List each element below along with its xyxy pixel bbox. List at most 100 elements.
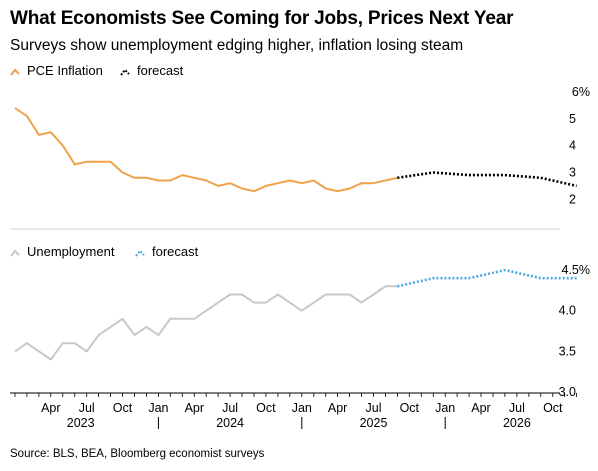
unemployment-point — [109, 326, 111, 328]
unemployment-point — [50, 358, 52, 360]
x-year-label: 2023 — [67, 416, 95, 430]
pce-point — [86, 161, 88, 163]
x-tick-label: Oct — [113, 401, 133, 415]
pce-point — [97, 161, 99, 163]
unemployment-point — [336, 293, 338, 295]
unemployment-point — [229, 293, 231, 295]
pce-point — [181, 174, 183, 176]
unemployment-point — [217, 301, 219, 303]
pce-point — [277, 182, 279, 184]
unemployment-point — [38, 350, 40, 352]
unemployment-point — [504, 269, 506, 271]
pce-point — [265, 185, 267, 187]
unemployment-point — [313, 301, 315, 303]
pce-point — [14, 107, 16, 109]
unemployment-point — [193, 318, 195, 320]
unemployment-point — [348, 293, 350, 295]
y-tick-label: 3.0 — [559, 385, 576, 399]
unemployment-point — [253, 301, 255, 303]
pce-point — [540, 177, 542, 179]
pce-point — [360, 182, 362, 184]
x-axis: Apr Jul Oct Jan Apr Jul Oct Jan Apr Jul Oct Jan Apr J… — [10, 392, 577, 430]
pce-point — [384, 179, 386, 181]
unemployment-panel: 3.0 3.5 4.0 4.5% — [14, 263, 590, 399]
unemployment-point — [289, 301, 291, 303]
unemployment-point — [169, 318, 171, 320]
unemployment-point — [265, 301, 267, 303]
pce-point — [289, 179, 291, 181]
pce-point — [241, 187, 243, 189]
x-tick-label: Oct — [256, 401, 276, 415]
legend-swatch-unemployment-forecast — [135, 249, 145, 257]
unemployment-point — [74, 342, 76, 344]
x-tick-label: Apr — [328, 401, 347, 415]
x-tick-label: Apr — [185, 401, 204, 415]
pce-point — [121, 171, 123, 173]
y-tick-label: 3 — [569, 166, 576, 180]
unemployment-point — [301, 310, 303, 312]
pce-point — [193, 177, 195, 179]
x-tick-label: Jan — [292, 401, 312, 415]
chart-subtitle: Surveys show unemployment edging higher,… — [10, 37, 464, 54]
x-tick-label: Jul — [79, 401, 95, 415]
x-tick-label: Apr — [471, 401, 490, 415]
unemployment-point — [97, 334, 99, 336]
unemployment-point — [468, 277, 470, 279]
unemployment-point — [325, 293, 327, 295]
unemployment-point — [241, 293, 243, 295]
legend-label-pce: PCE Inflation — [27, 63, 103, 78]
unemployment-point — [86, 350, 88, 352]
pce-point — [575, 185, 577, 187]
unemployment-point — [396, 285, 398, 287]
unemployment-point — [540, 277, 542, 279]
unemployment-point — [121, 318, 123, 320]
legend-bottom: Unemployment forecast — [10, 244, 199, 259]
legend-label-unemployment-forecast: forecast — [152, 244, 199, 259]
pce-point — [313, 179, 315, 181]
pce-point — [62, 144, 64, 146]
unemployment-point — [277, 293, 279, 295]
pce-point — [145, 177, 147, 179]
pce-point — [217, 185, 219, 187]
pce-point — [133, 177, 135, 179]
unemployment-point — [133, 334, 135, 336]
pce-point — [468, 174, 470, 176]
unemployment-point — [14, 350, 16, 352]
unemployment-point — [384, 285, 386, 287]
pce-point — [301, 182, 303, 184]
y-tick-label: 3.5 — [559, 344, 576, 358]
x-tick-label: Jul — [366, 401, 382, 415]
legend-label-unemployment: Unemployment — [27, 244, 115, 259]
y-tick-label: 4.0 — [559, 304, 576, 318]
pce-point — [432, 171, 434, 173]
pce-point — [229, 182, 231, 184]
y-tick-label: 4.5% — [562, 263, 591, 277]
chart-title: What Economists See Coming for Jobs, Pri… — [10, 8, 514, 29]
y-tick-label: 4 — [569, 139, 576, 153]
pce-point — [348, 187, 350, 189]
unemployment-point — [145, 326, 147, 328]
pce-point — [50, 131, 52, 133]
pce-point — [325, 187, 327, 189]
unemployment-point — [62, 342, 64, 344]
y-tick-label: 6% — [572, 85, 590, 99]
x-tick-label: Apr — [41, 401, 60, 415]
pce-point — [157, 179, 159, 181]
x-tick-label: Oct — [543, 401, 563, 415]
unemployment-point — [157, 334, 159, 336]
x-year-label: 2024 — [216, 416, 244, 430]
unemployment-forecast-line — [397, 268, 577, 288]
x-year-label: 2026 — [503, 416, 531, 430]
unemployment-line — [14, 285, 398, 361]
x-tick-label: Oct — [400, 401, 420, 415]
unemployment-point — [205, 310, 207, 312]
y-tick-label: 2 — [569, 192, 576, 206]
legend-top: PCE Inflation forecast — [10, 63, 184, 78]
x-tick-label: Jan — [148, 401, 168, 415]
x-tick-label: Jul — [222, 401, 238, 415]
legend-swatch-unemployment — [10, 249, 20, 257]
unemployment-point — [372, 293, 374, 295]
legend-swatch-pce-forecast — [120, 68, 130, 76]
pce-point — [38, 134, 40, 136]
